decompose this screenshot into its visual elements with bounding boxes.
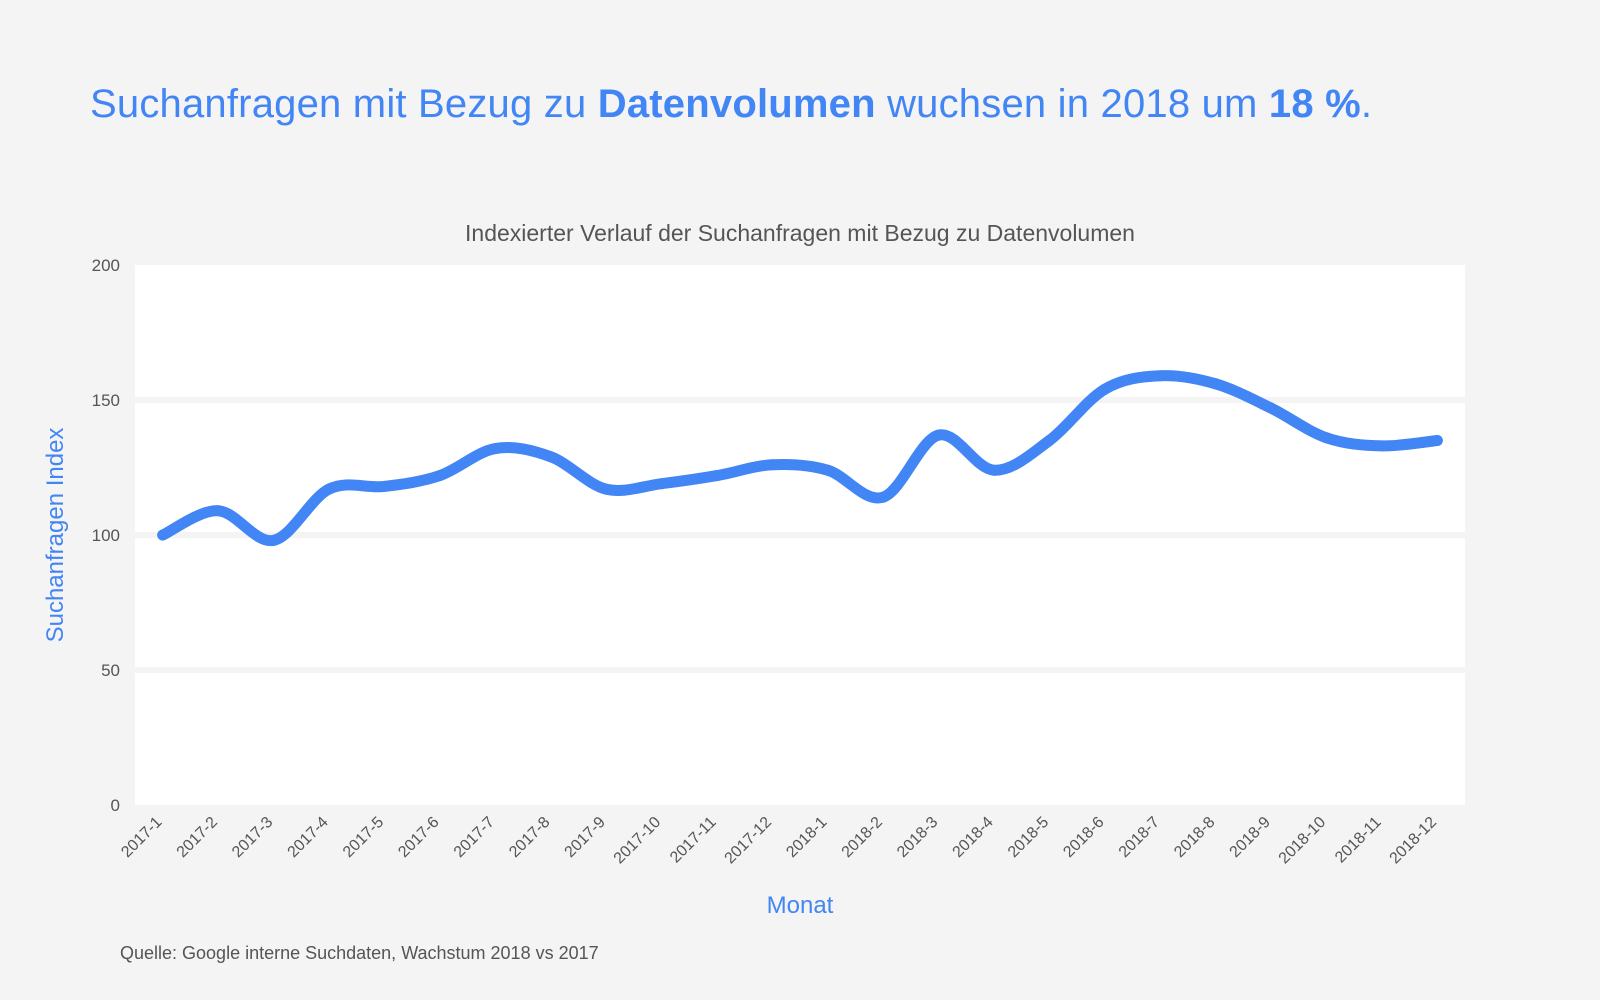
- source-note: Quelle: Google interne Suchdaten, Wachst…: [120, 943, 599, 963]
- chart-title: Indexierter Verlauf der Suchanfragen mit…: [465, 220, 1135, 246]
- x-tick-label: 2017-7: [451, 814, 498, 861]
- x-tick-label: 2018-6: [1060, 814, 1107, 861]
- y-tick-label: 150: [92, 391, 120, 410]
- data-point: [545, 451, 557, 463]
- data-point: [212, 505, 224, 517]
- x-tick-label: 2017-10: [611, 814, 665, 868]
- data-point: [766, 459, 778, 471]
- x-tick-label: 2018-2: [839, 814, 886, 861]
- headline: Suchanfragen mit Bezug zu Datenvolumen w…: [90, 82, 1372, 127]
- x-tick-label: 2017-3: [229, 814, 276, 861]
- y-tick-label: 100: [92, 526, 120, 545]
- headline-highlight-topic: Datenvolumen: [597, 82, 876, 126]
- data-point: [378, 480, 390, 492]
- y-tick-label: 50: [101, 661, 120, 680]
- x-tick-label: 2018-9: [1227, 814, 1274, 861]
- x-tick-label: 2017-6: [395, 814, 442, 861]
- data-point: [1320, 432, 1332, 444]
- x-tick-label: 2017-2: [174, 814, 221, 861]
- data-point: [711, 470, 723, 482]
- x-tick-label: 2017-9: [562, 814, 609, 861]
- x-tick-label: 2018-12: [1387, 814, 1441, 868]
- x-tick-label: 2017-5: [340, 814, 387, 861]
- data-point: [1265, 402, 1277, 414]
- headline-part-3: .: [1360, 82, 1373, 126]
- x-tick-label: 2017-4: [285, 814, 332, 861]
- y-axis-title: Suchanfragen Index: [42, 428, 69, 643]
- x-tick-label: 2018-10: [1276, 814, 1330, 868]
- x-tick-label: 2017-8: [506, 814, 553, 861]
- data-point: [822, 464, 834, 476]
- x-tick-label: 2018-11: [1332, 814, 1385, 867]
- headline-part-2: wuchsen in 2018 um: [875, 82, 1269, 126]
- data-point: [157, 529, 169, 541]
- x-tick-label: 2017-1: [118, 814, 165, 861]
- data-point: [1210, 378, 1222, 390]
- data-point: [268, 534, 280, 546]
- data-point: [988, 464, 1000, 476]
- data-point: [877, 491, 889, 503]
- data-point: [933, 429, 945, 441]
- data-point: [323, 483, 335, 495]
- data-point: [1099, 383, 1111, 395]
- data-point: [489, 443, 501, 455]
- x-axis-title: Monat: [767, 892, 834, 919]
- y-tick-label: 0: [111, 796, 120, 815]
- y-tick-label: 200: [92, 256, 120, 275]
- x-tick-label: 2018-1: [783, 814, 830, 861]
- x-tick-label: 2017-12: [722, 814, 776, 868]
- x-tick-label: 2018-4: [950, 814, 997, 861]
- x-tick-label: 2018-3: [894, 814, 941, 861]
- data-point: [1154, 370, 1166, 382]
- x-tick-label: 2017-11: [667, 814, 720, 867]
- data-point: [434, 470, 446, 482]
- data-point: [1431, 435, 1443, 446]
- headline-highlight-growth: 18 %: [1268, 82, 1361, 126]
- headline-part-1: Suchanfragen mit Bezug zu: [90, 82, 598, 126]
- x-tick-label: 2018-7: [1116, 814, 1163, 861]
- data-point: [655, 478, 667, 490]
- x-tick-label: 2018-5: [1005, 814, 1052, 861]
- data-point: [600, 483, 612, 495]
- data-point: [1043, 435, 1055, 446]
- x-tick-label: 2018-8: [1171, 814, 1218, 861]
- data-point: [1376, 440, 1388, 452]
